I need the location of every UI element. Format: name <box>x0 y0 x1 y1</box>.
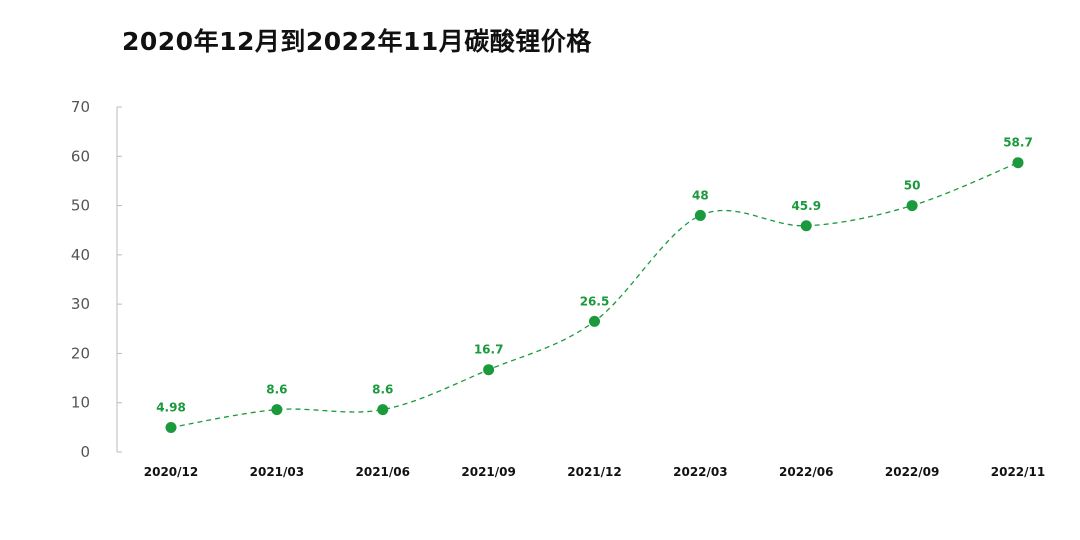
x-axis-ticks: 2020/12 2021/03 2021/06 2021/09 2021/12 2022/… <box>144 465 1045 479</box>
x-tick-label: 2022/09 <box>885 465 939 479</box>
data-point <box>589 315 600 327</box>
data-point <box>271 404 283 416</box>
data-points <box>165 157 1024 433</box>
data-label: 26.5 <box>580 294 610 308</box>
data-point <box>165 421 177 433</box>
data-point <box>483 364 495 376</box>
data-label: 16.7 <box>474 343 504 357</box>
y-tick-label: 70 <box>71 98 90 116</box>
y-tick-label: 10 <box>71 394 90 412</box>
x-tick-label: 2022/11 <box>991 465 1045 479</box>
data-point <box>800 220 812 232</box>
y-tick-label: 60 <box>71 147 90 165</box>
y-tick-label: 40 <box>71 246 90 264</box>
data-label: 8.6 <box>372 383 393 397</box>
data-label: 48 <box>692 188 709 202</box>
y-axis-ticks: 0 10 20 30 40 50 60 70 <box>71 98 122 461</box>
chart-title: 2020年12月到2022年11月碳酸锂价格 <box>122 27 592 56</box>
data-label: 45.9 <box>791 199 821 213</box>
x-tick-label: 2021/12 <box>567 465 621 479</box>
data-labels: 4.98 8.6 8.6 16.7 26.5 48 45.9 50 58.7 <box>156 136 1033 415</box>
x-tick-label: 2021/03 <box>250 465 304 479</box>
data-point <box>1012 157 1024 169</box>
y-tick-label: 20 <box>71 344 90 362</box>
y-tick-label: 0 <box>80 443 90 461</box>
y-tick-label: 30 <box>71 295 90 313</box>
data-label: 8.6 <box>266 383 287 397</box>
data-point <box>377 404 389 416</box>
data-point <box>906 200 918 212</box>
data-label: 50 <box>904 179 921 193</box>
data-label: 58.7 <box>1003 136 1033 150</box>
data-point <box>694 209 706 221</box>
x-tick-label: 2022/06 <box>779 465 833 479</box>
x-tick-label: 2022/03 <box>673 465 727 479</box>
data-label: 4.98 <box>156 400 186 414</box>
x-tick-label: 2020/12 <box>144 465 198 479</box>
x-tick-label: 2021/06 <box>356 465 410 479</box>
x-tick-label: 2021/09 <box>461 465 515 479</box>
y-tick-label: 50 <box>71 197 90 215</box>
